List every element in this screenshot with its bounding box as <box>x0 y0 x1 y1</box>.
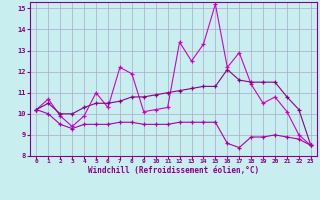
X-axis label: Windchill (Refroidissement éolien,°C): Windchill (Refroidissement éolien,°C) <box>88 166 259 175</box>
